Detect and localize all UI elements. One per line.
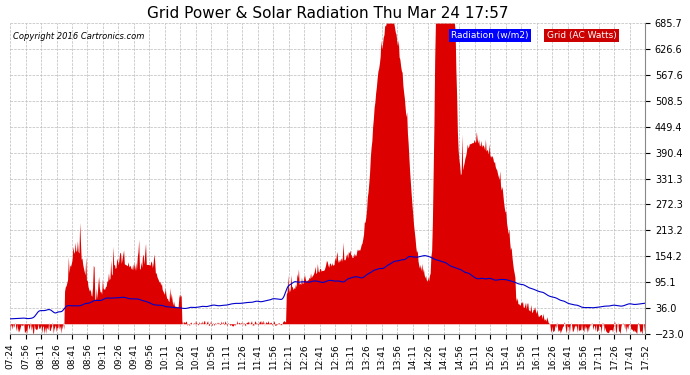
Text: Copyright 2016 Cartronics.com: Copyright 2016 Cartronics.com [13,32,145,41]
Text: Radiation (w/m2): Radiation (w/m2) [451,31,529,40]
Text: Grid (AC Watts): Grid (AC Watts) [546,31,616,40]
Title: Grid Power & Solar Radiation Thu Mar 24 17:57: Grid Power & Solar Radiation Thu Mar 24 … [147,6,509,21]
